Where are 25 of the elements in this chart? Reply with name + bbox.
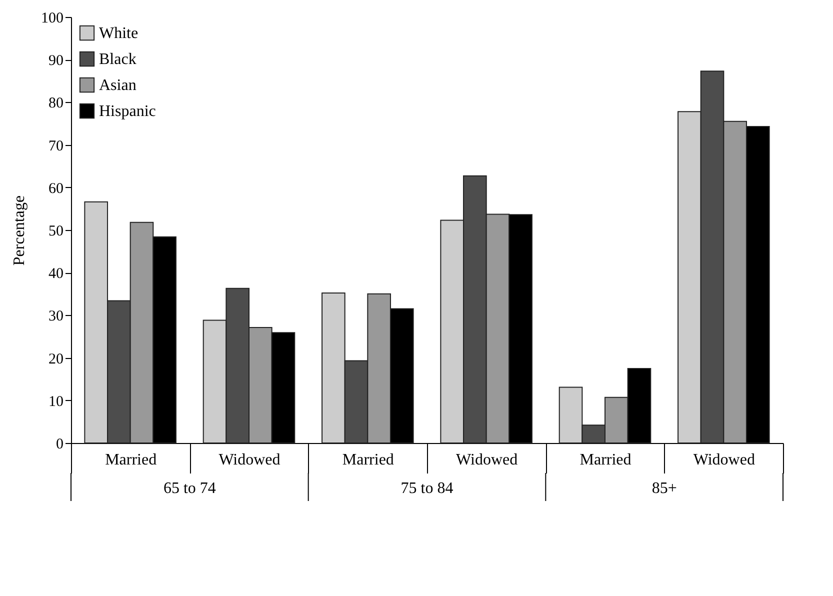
legend-label: Asian: [99, 77, 136, 94]
legend-label: Black: [99, 51, 136, 68]
text: 85+: [652, 480, 677, 497]
y-tick-label: 60: [48, 180, 64, 197]
legend-label: White: [99, 25, 138, 42]
y-tick-label: 0: [56, 436, 64, 452]
x-tick-label: Widowed: [218, 452, 280, 468]
y-tick-label: 70: [48, 138, 64, 154]
x-tick-label: Widowed: [456, 452, 518, 468]
x-tick-label: Married: [105, 452, 157, 468]
y-tick-label: 10: [48, 394, 64, 410]
y-tick-label: 90: [48, 53, 64, 70]
y-tick-label: 40: [48, 266, 64, 282]
y-tick-label: 50: [48, 224, 64, 240]
y-tick-label: 30: [48, 308, 64, 325]
text: 75 to 84: [400, 480, 454, 497]
y-axis-title: Percentage: [11, 195, 28, 266]
legend-label: Hispanic: [99, 103, 156, 120]
x-tick-label: Married: [580, 452, 632, 468]
x-tick-label: Married: [342, 452, 394, 468]
y-tick-label: 20: [48, 351, 64, 368]
y-tick-label: 100: [41, 10, 64, 26]
y-tick-label: 80: [48, 96, 64, 112]
x-tick-label: Widowed: [693, 452, 755, 468]
text: 65 to 74: [163, 480, 216, 497]
